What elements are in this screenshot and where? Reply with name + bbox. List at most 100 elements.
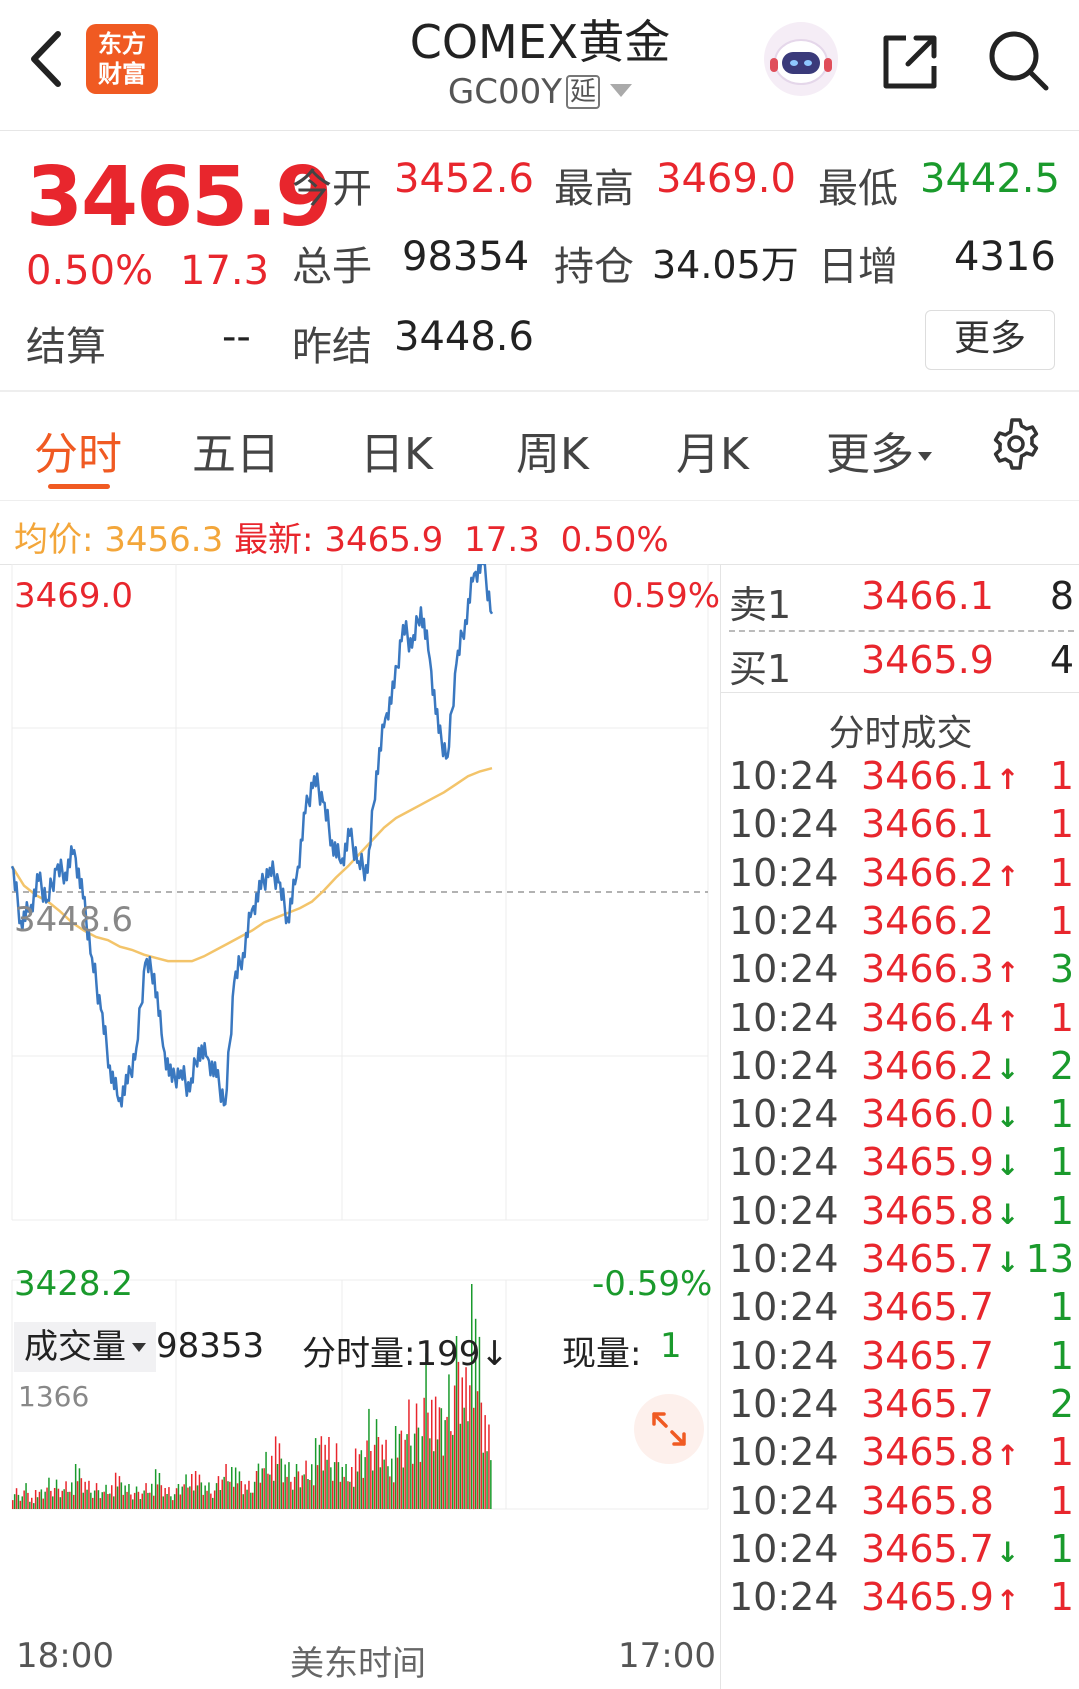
tab-five-day[interactable]: 五日 <box>192 429 280 480</box>
tab-intraday[interactable]: 分时 <box>34 429 122 480</box>
volume-bar <box>400 1430 403 1509</box>
tick-time: 10:24 <box>729 1430 839 1475</box>
divider <box>0 500 1079 501</box>
tab-weekly-k[interactable]: 周K <box>516 429 589 480</box>
volume-bar <box>238 1471 241 1509</box>
volume-bar <box>46 1487 48 1509</box>
volume-bar <box>242 1494 244 1509</box>
volume-bar <box>227 1481 229 1509</box>
tick-row: 10:24 3465.8 1 <box>729 1479 1074 1531</box>
tick-price-value: 3466.1 <box>861 802 994 847</box>
low-label: 最低 <box>818 166 898 212</box>
volume-bar <box>42 1498 44 1509</box>
arrow-down-icon: ↓ <box>995 1101 1020 1135</box>
volume-bar <box>261 1468 263 1509</box>
volume-bar <box>234 1467 237 1509</box>
tick-row: 10:24 3466.3↑ 3 <box>729 947 1074 999</box>
price-line <box>10 564 494 1108</box>
volume-bar <box>282 1482 284 1509</box>
expand-chart-button[interactable] <box>634 1394 704 1464</box>
volume-bar <box>453 1385 456 1509</box>
arrow-up-icon: ↑ <box>995 1004 1020 1038</box>
search-icon[interactable] <box>986 28 1052 94</box>
tab-monthly-k[interactable]: 月K <box>676 429 749 480</box>
volume-bar <box>57 1488 60 1509</box>
volume-bar <box>215 1483 218 1509</box>
volume-bar <box>137 1491 140 1509</box>
tick-price-value: 3466.3 <box>861 947 994 992</box>
active-tab-indicator <box>48 484 110 489</box>
volume-bar <box>248 1480 250 1509</box>
x-start-label: 18:00 <box>16 1636 114 1676</box>
bid-row[interactable]: 买1 3465.9 4 <box>729 638 1074 694</box>
back-arrow-icon[interactable] <box>24 24 74 94</box>
ask-label: 卖1 <box>729 583 792 627</box>
volume-bar <box>455 1336 458 1509</box>
tick-price: 3465.9↑ <box>861 1575 1019 1619</box>
volume-bar <box>396 1457 399 1509</box>
volume-bar <box>320 1436 323 1509</box>
volume-bar <box>351 1467 353 1509</box>
volume-bar <box>61 1490 63 1509</box>
tick-price-value: 3466.4 <box>861 995 994 1040</box>
volume-bar <box>48 1477 50 1509</box>
contract-selector[interactable]: GC00Y 延 <box>380 72 700 112</box>
volume-bar <box>412 1463 414 1509</box>
open-interest-value: 34.05万 <box>652 243 799 287</box>
bid-price: 3465.9 <box>861 638 994 682</box>
volume-bar <box>21 1496 23 1509</box>
tick-price-value: 3466.2 <box>861 1043 994 1088</box>
tick-row: 10:24 3465.8↑ 1 <box>729 1430 1074 1482</box>
volume-bar <box>284 1464 286 1509</box>
volume-bar <box>145 1483 147 1509</box>
volume-bar <box>389 1476 391 1509</box>
volume-bar <box>356 1471 359 1509</box>
volume-bar <box>179 1494 182 1509</box>
intraday-chart[interactable]: 3469.0 0.59% 3448.6 3428.2 -0.59% 1366 1… <box>0 564 720 1689</box>
volume-bar <box>465 1367 467 1509</box>
volume-bar <box>257 1463 260 1509</box>
volume-max-label: 1366 <box>18 1380 90 1413</box>
volume-bar <box>15 1488 18 1509</box>
volume-bar <box>490 1460 492 1509</box>
tick-price: 3465.9↓ <box>861 1140 1019 1184</box>
volume-bar <box>151 1483 153 1509</box>
tick-volume: 1 <box>1049 1430 1074 1475</box>
volume-bar <box>303 1474 305 1509</box>
ask-row[interactable]: 卖1 3466.1 8 <box>729 574 1074 630</box>
ticks-title: 分时成交 <box>828 713 973 754</box>
volume-bar <box>362 1477 364 1509</box>
volume-bar <box>82 1492 84 1509</box>
volume-bar <box>111 1485 113 1509</box>
tick-price-value: 3465.8 <box>861 1430 994 1475</box>
arrow-down-icon: ↓ <box>995 1052 1020 1086</box>
open-interest-label: 持仓 <box>554 244 634 290</box>
volume-bar <box>377 1437 380 1509</box>
volume-bar <box>124 1485 126 1509</box>
volume-bar <box>326 1459 328 1509</box>
gear-icon[interactable] <box>988 416 1044 472</box>
volume-bar <box>438 1407 441 1509</box>
open-value: 3452.6 <box>394 156 534 202</box>
tab-more[interactable]: 更多 <box>826 418 932 482</box>
volume-bar <box>31 1497 33 1509</box>
tick-price-value: 3465.8 <box>861 1188 994 1233</box>
divider <box>729 630 1074 632</box>
volume-bar <box>406 1434 408 1509</box>
more-quote-button[interactable]: 更多 <box>925 310 1055 370</box>
volume-bar <box>210 1493 212 1509</box>
tick-price: 3466.0↓ <box>861 1092 1019 1136</box>
divider <box>0 390 1079 392</box>
share-icon[interactable] <box>878 30 942 94</box>
volume-bar <box>436 1439 439 1509</box>
volume-bar <box>88 1480 90 1509</box>
volume-bar <box>212 1497 214 1509</box>
assistant-robot-icon[interactable] <box>764 22 838 96</box>
volume-bar <box>25 1483 27 1509</box>
tab-daily-k[interactable]: 日K <box>360 429 433 480</box>
indicator-select[interactable]: 成交量 <box>14 1322 156 1372</box>
volume-bar <box>130 1494 132 1509</box>
volume-bar <box>425 1353 427 1509</box>
latest-percent: 0.50% <box>560 520 669 560</box>
tick-time: 10:24 <box>729 1188 839 1233</box>
